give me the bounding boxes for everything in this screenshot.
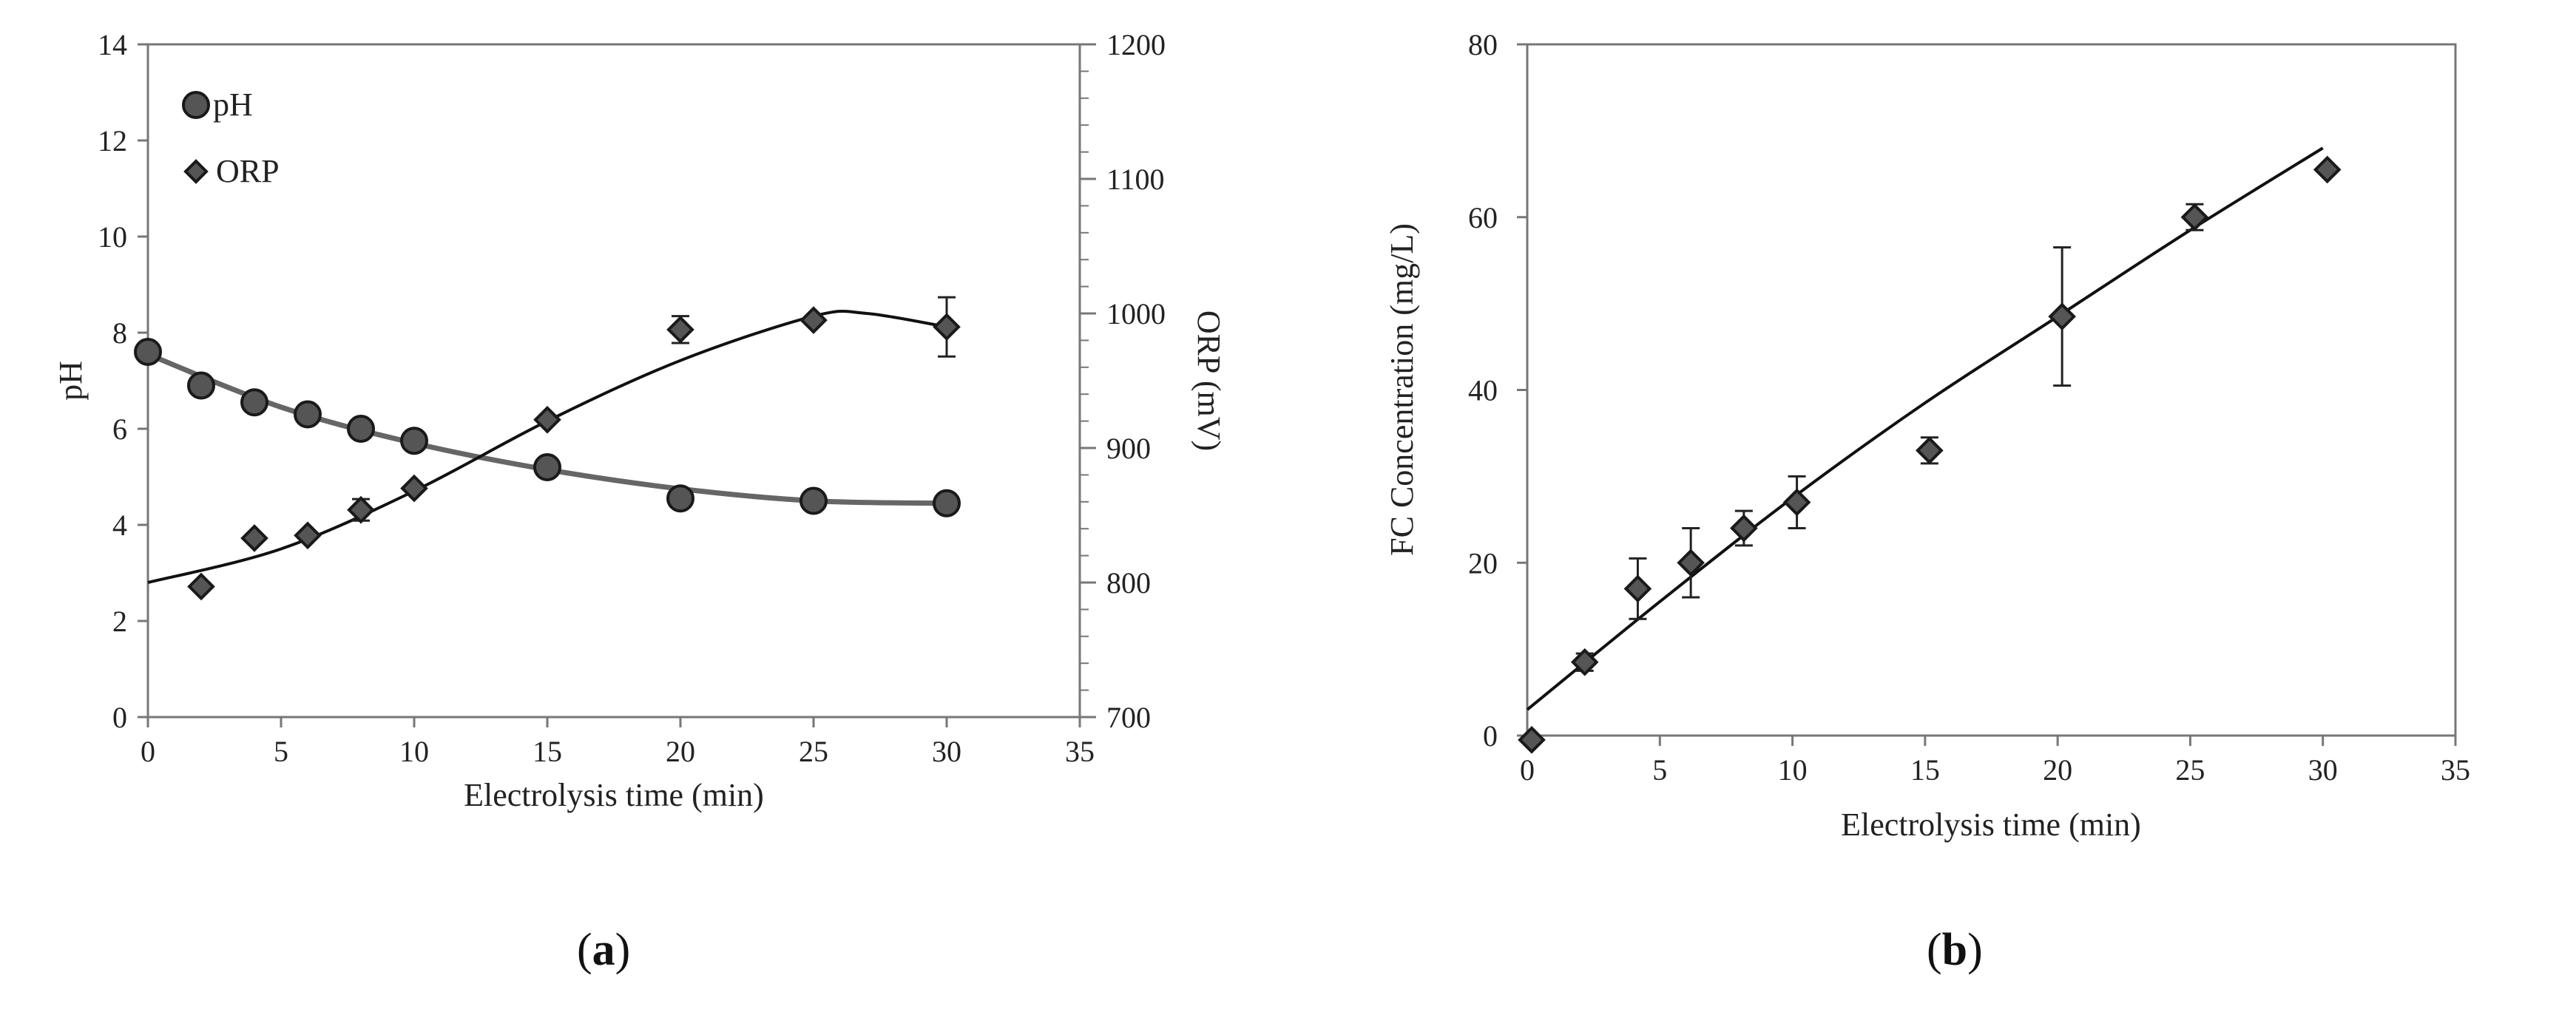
chart-b-xtick-label: 15 xyxy=(1910,753,1940,787)
legend-orp-label: ORP xyxy=(216,153,280,189)
chart-a-ytick-label: 14 xyxy=(98,28,127,61)
chart-a-y2tick-label: 1000 xyxy=(1106,297,1166,330)
fc-point xyxy=(1916,436,1944,465)
fc-point xyxy=(2180,203,2209,231)
chart-a-ytick-label: 12 xyxy=(98,124,127,157)
ph-point xyxy=(400,427,428,455)
chart-a-y2tick-label: 1100 xyxy=(1106,163,1165,196)
ph-point xyxy=(294,400,322,429)
chart-b-plot-frame xyxy=(1526,43,2457,737)
chart-b-xlabel: Electrolysis time (min) xyxy=(1841,807,2141,843)
panel-label-a: (a) xyxy=(577,925,631,975)
chart-b-ylabel: FC Concentration (mg/L) xyxy=(1384,223,1420,556)
chart-a-y2tick-label: 900 xyxy=(1106,432,1151,465)
chart-a-xtick-label: 15 xyxy=(533,735,562,768)
orp-point xyxy=(240,524,268,552)
chart-a-ytick-label: 8 xyxy=(112,316,127,350)
ph-point xyxy=(666,484,694,513)
chart-b: 0 5 10 15 20 25 30 35 0 20 40 60 80 Electrolysis tim… xyxy=(1384,28,2470,843)
chart-b-xtick-label: 30 xyxy=(2308,753,2338,787)
chart-a-ylabel: pH xyxy=(53,361,89,401)
orp-point xyxy=(294,521,322,550)
orp-point xyxy=(933,313,961,342)
fc-point xyxy=(1730,514,1758,543)
ph-point xyxy=(134,338,162,366)
chart-a-xtick-label: 20 xyxy=(666,735,695,768)
chart-a-xtick-label: 5 xyxy=(274,735,288,768)
chart-b-xtick-label: 20 xyxy=(2043,753,2072,787)
orp-point xyxy=(347,495,375,524)
ph-point xyxy=(240,388,268,417)
ph-point xyxy=(799,486,828,515)
chart-a-xlabel: Electrolysis time (min) xyxy=(464,777,764,813)
panel-label-b: (b) xyxy=(1927,925,1983,975)
fc-trendline xyxy=(1526,146,2324,711)
fc-point xyxy=(1570,648,1599,676)
chart-a-y2tick-label: 1200 xyxy=(1106,28,1166,61)
legend-orp-marker xyxy=(183,159,209,184)
chart-a-xtick-label: 10 xyxy=(399,735,429,768)
ph-point xyxy=(533,453,561,481)
chart-b-xtick-label: 0 xyxy=(1520,753,1535,787)
fc-point xyxy=(1677,549,1705,577)
ph-point xyxy=(347,415,375,443)
chart-b-ytick-label: 0 xyxy=(1483,719,1498,753)
chart-b-ytick-label: 20 xyxy=(1468,546,1498,580)
orp-point xyxy=(666,316,694,344)
chart-b-xtick-label: 10 xyxy=(1778,753,1808,787)
chart-a-ytick-label: 4 xyxy=(112,509,127,542)
chart-a-xtick-label: 30 xyxy=(932,735,961,768)
legend-ph-marker xyxy=(182,91,210,119)
ph-point xyxy=(187,371,215,400)
orp-point xyxy=(400,474,428,503)
chart-a-xtick-label: 25 xyxy=(799,735,828,768)
fc-point xyxy=(1623,574,1652,603)
chart-a-y2tick-label: 800 xyxy=(1106,566,1151,600)
fc-point xyxy=(2048,302,2076,330)
orp-point xyxy=(533,405,561,434)
legend-ph-label: pH xyxy=(213,86,253,123)
chart-a-ytick-label: 6 xyxy=(112,413,127,446)
chart-a-ytick-label: 0 xyxy=(112,701,127,734)
chart-a-xtick-label: 0 xyxy=(141,735,155,768)
chart-a-ytick-label: 2 xyxy=(112,605,127,638)
chart-a-plot-frame xyxy=(146,43,1081,719)
ph-point xyxy=(933,489,961,517)
chart-a-ytick-label: 10 xyxy=(98,220,127,254)
chart-a-y2tick-label: 700 xyxy=(1106,701,1151,734)
chart-a-xtick-label: 35 xyxy=(1065,735,1095,768)
orp-point xyxy=(187,572,215,601)
chart-b-ytick-label: 40 xyxy=(1468,374,1498,407)
orp-trendline xyxy=(147,309,947,584)
fc-point xyxy=(2313,155,2342,184)
chart-b-ytick-label: 60 xyxy=(1468,201,1498,234)
chart-b-xtick-label: 25 xyxy=(2175,753,2205,787)
chart-b-xtick-label: 35 xyxy=(2441,753,2470,787)
fc-point xyxy=(1782,488,1811,517)
chart-a: 0 5 10 15 20 25 30 35 0 2 4 6 8 10 12 14 700 800 900 1000 11… xyxy=(53,28,1227,813)
fc-point xyxy=(1518,726,1546,754)
chart-b-xtick-label: 5 xyxy=(1652,753,1667,787)
orp-point xyxy=(799,306,828,334)
chart-a-y2label: ORP (mV) xyxy=(1191,310,1227,451)
chart-b-ytick-label: 80 xyxy=(1468,28,1498,61)
